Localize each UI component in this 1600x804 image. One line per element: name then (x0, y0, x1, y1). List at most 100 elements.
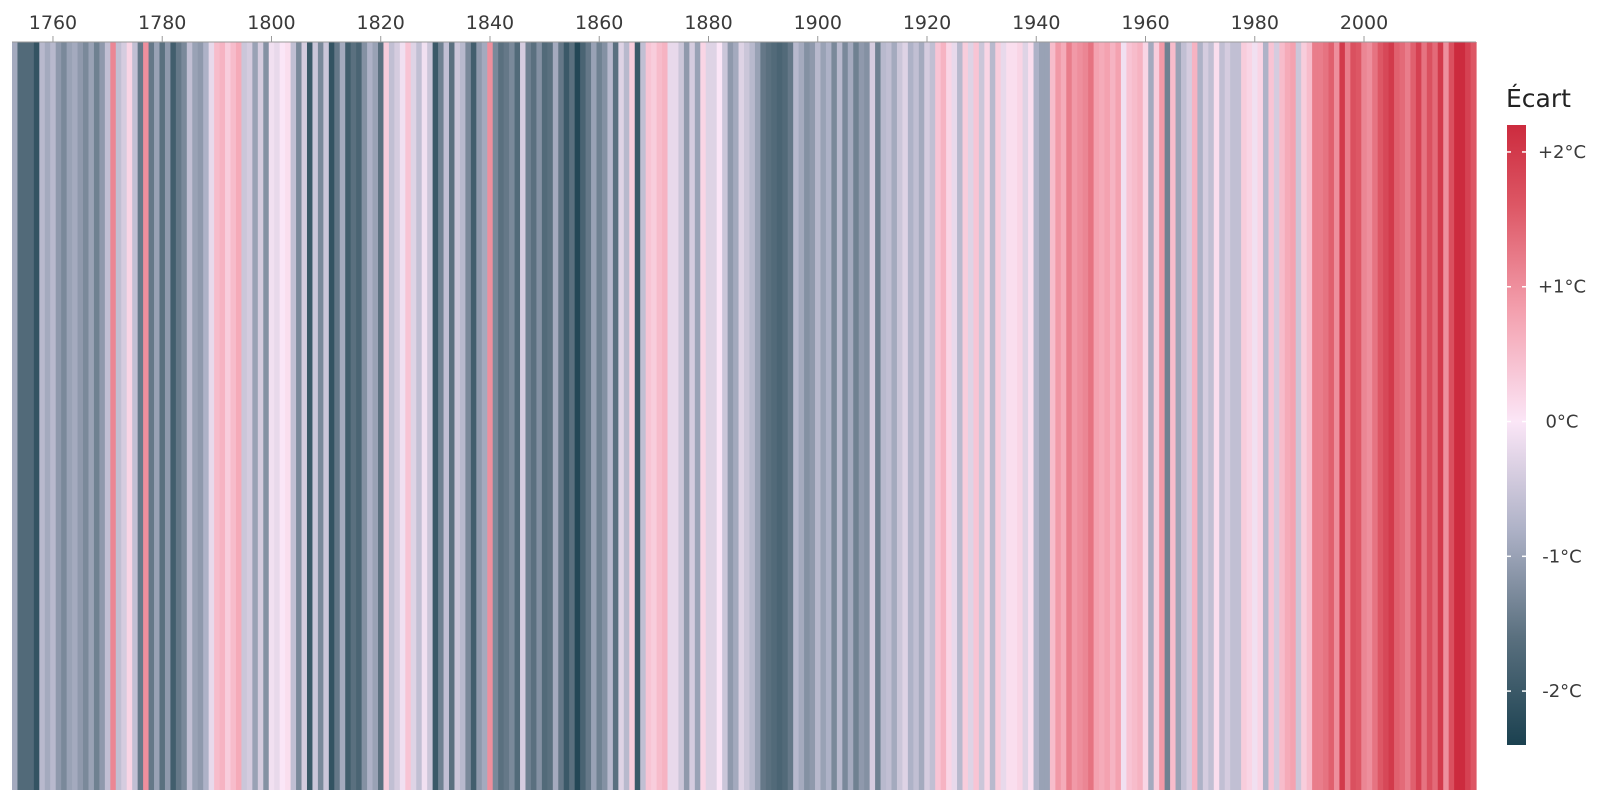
stripe-1839 (481, 42, 488, 790)
stripe-1761 (55, 42, 62, 790)
stripe-1766 (83, 42, 90, 790)
legend-tick-label: -1°C (1542, 546, 1582, 567)
stripe-1973 (1213, 42, 1220, 790)
stripe-1757 (33, 42, 40, 790)
stripe-2005 (1388, 42, 1395, 790)
stripe-1768 (93, 42, 101, 790)
stripe-1885 (733, 42, 740, 790)
stripe-1911 (875, 42, 882, 790)
stripe-1956 (1120, 42, 1127, 790)
stripe-1758 (39, 42, 46, 790)
stripe-1987 (1290, 42, 1297, 790)
stripe-1867 (634, 42, 641, 790)
stripe-1923 (940, 42, 947, 790)
stripe-1924 (946, 42, 953, 790)
stripe-1906 (847, 42, 854, 790)
stripe-1970 (1197, 42, 1204, 790)
stripe-1993 (1323, 42, 1330, 790)
stripe-1844 (509, 42, 516, 790)
stripe-1957 (1126, 42, 1133, 790)
stripe-1929 (973, 42, 980, 790)
stripe-1870 (651, 42, 658, 790)
stripe-1895 (787, 42, 794, 790)
stripe-1944 (1055, 42, 1062, 790)
stripe-1907 (853, 42, 860, 790)
stripe-1770 (104, 42, 111, 790)
x-tick-label: 1960 (1121, 12, 1169, 34)
stripe-1863 (612, 42, 619, 790)
stripe-1963 (1159, 42, 1166, 790)
stripe-1859 (591, 42, 598, 790)
stripe-1851 (547, 42, 554, 790)
stripe-1850 (541, 42, 548, 790)
stripe-1852 (552, 42, 559, 790)
stripe-1966 (1175, 42, 1182, 790)
stripe-1951 (1093, 42, 1100, 790)
stripe-1908 (858, 42, 865, 790)
stripe-1933 (995, 42, 1002, 790)
stripe-1780 (159, 42, 166, 790)
stripe-1876 (683, 42, 690, 790)
stripe-1838 (476, 42, 483, 790)
stripe-1946 (1066, 42, 1073, 790)
stripe-1855 (569, 42, 576, 790)
stripe-1759 (44, 42, 51, 790)
stripe-1784 (181, 42, 188, 790)
stripe-1997 (1344, 42, 1351, 790)
stripe-1883 (722, 42, 729, 790)
stripe-1898 (804, 42, 811, 790)
stripe-1762 (61, 42, 68, 790)
stripe-1764 (72, 42, 79, 790)
stripe-1789 (208, 42, 215, 790)
stripe-1795 (241, 42, 248, 790)
stripe-1990 (1306, 42, 1313, 790)
stripe-1982 (1262, 42, 1270, 790)
stripe-1796 (246, 42, 253, 790)
stripe-1914 (891, 42, 898, 790)
stripe-1860 (596, 42, 603, 790)
stripe-1937 (1017, 42, 1024, 790)
stripe-1861 (601, 42, 609, 790)
stripe-1999 (1355, 42, 1362, 790)
stripe-1901 (820, 42, 827, 790)
stripe-2001 (1366, 42, 1373, 790)
stripe-2002 (1372, 42, 1379, 790)
stripe-1756 (28, 42, 35, 790)
x-axis-ticks: 1760 1780 1800 1820 1840 1860 1880 1900 1920 1940… (29, 12, 1388, 42)
stripe-1931 (984, 42, 991, 790)
stripe-1934 (1000, 42, 1007, 790)
stripe-1820 (378, 42, 385, 790)
stripe-1930 (978, 42, 985, 790)
stripe-1785 (186, 42, 193, 790)
stripe-1920 (924, 42, 931, 790)
stripe-2015 (1443, 42, 1450, 790)
stripe-1822 (388, 42, 395, 790)
stripe-1965 (1170, 42, 1177, 790)
stripe-1848 (530, 42, 538, 790)
stripe-1991 (1312, 42, 1319, 790)
stripe-1840 (487, 42, 494, 790)
stripe-1794 (235, 42, 243, 790)
stripe-1980 (1252, 42, 1259, 790)
stripe-1806 (301, 42, 308, 790)
stripe-1832 (443, 42, 450, 790)
stripe-1804 (290, 42, 297, 790)
stripe-1829 (427, 42, 434, 790)
stripe-1811 (328, 42, 335, 790)
stripe-1807 (306, 42, 314, 790)
stripe-1847 (525, 42, 532, 790)
stripe-1952 (1099, 42, 1106, 790)
stripe-2016 (1448, 42, 1455, 790)
stripe-1988 (1295, 42, 1302, 790)
stripe-1841 (492, 42, 499, 790)
stripe-1968 (1186, 42, 1193, 790)
stripe-1992 (1317, 42, 1324, 790)
stripe-1938 (1022, 42, 1029, 790)
stripe-1836 (465, 42, 472, 790)
stripe-1983 (1268, 42, 1275, 790)
stripes-group (12, 42, 1477, 790)
legend-tick-label: +1°C (1538, 277, 1586, 298)
stripe-1812 (334, 42, 341, 790)
legend-title: Écart (1506, 84, 1571, 113)
x-tick-label: 1820 (357, 12, 405, 34)
